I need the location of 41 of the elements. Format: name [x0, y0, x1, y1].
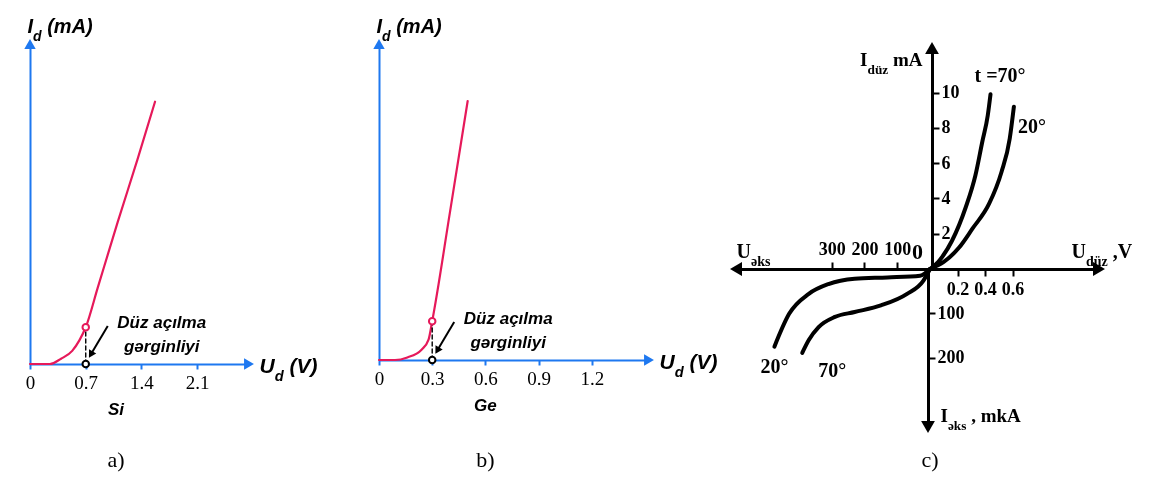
- x-tick-label: 0.4: [974, 278, 997, 299]
- x-tick-label: 2.1: [185, 371, 210, 393]
- y-axis-title: I$_{düz}$ mA: [860, 48, 923, 76]
- x-tick-label: 0.9: [527, 367, 551, 389]
- x-tick-label: 100: [884, 238, 912, 259]
- text: a): [107, 447, 125, 472]
- text: c): [921, 447, 939, 472]
- x-axis-title: U$_{düz}$ ,V: [1071, 239, 1133, 268]
- x-tick-label: 1.4: [130, 371, 155, 393]
- x-tick-label: 0: [374, 367, 385, 389]
- x-axis-title: U$_{əks}$: [736, 239, 771, 268]
- y-tick-label: 100: [937, 302, 965, 323]
- text: Si: [107, 400, 126, 419]
- series-label: 70°: [818, 358, 847, 381]
- annotation: Düz açılma gərginliyi: [463, 309, 553, 352]
- x-tick-label: 1.2: [580, 367, 605, 389]
- x-axis-title: U$_{d}$ (V): [659, 349, 718, 380]
- y-tick-label: 6: [941, 152, 951, 173]
- x-axis-title: U$_{d}$ (V): [259, 353, 318, 384]
- x-tick-label: 0: [25, 371, 36, 393]
- y-tick-label: 8: [941, 117, 951, 138]
- y-axis-title: I$_{əks}$ , mkA: [940, 404, 1022, 432]
- x-tick-label: 200: [851, 238, 879, 259]
- annotation: Düz açılma gərginliyi: [117, 313, 207, 356]
- x-tick-label: 0.3: [420, 367, 445, 389]
- text: Ge: [474, 396, 497, 415]
- x-tick-label: 300: [818, 238, 846, 259]
- series-label: t =70°: [974, 64, 1026, 87]
- y-tick-label: 2: [941, 223, 951, 244]
- series-label: 20°: [1017, 114, 1046, 137]
- y-axis-title: I$_{d}$ (mA): [376, 14, 443, 44]
- y-tick-label: 10: [941, 82, 960, 103]
- x-tick-label: 0.2: [946, 278, 970, 299]
- x-tick-label: 0.6: [474, 367, 498, 389]
- series-label: 20°: [760, 354, 789, 377]
- y-axis-title: I$_{d}$ (mA): [27, 14, 94, 44]
- text: b): [476, 447, 495, 472]
- y-tick-label: 4: [941, 187, 951, 208]
- x-tick-label: 0.6: [1001, 278, 1025, 299]
- y-tick-label: 200: [937, 347, 965, 368]
- x-tick-label: 0.7: [74, 371, 99, 393]
